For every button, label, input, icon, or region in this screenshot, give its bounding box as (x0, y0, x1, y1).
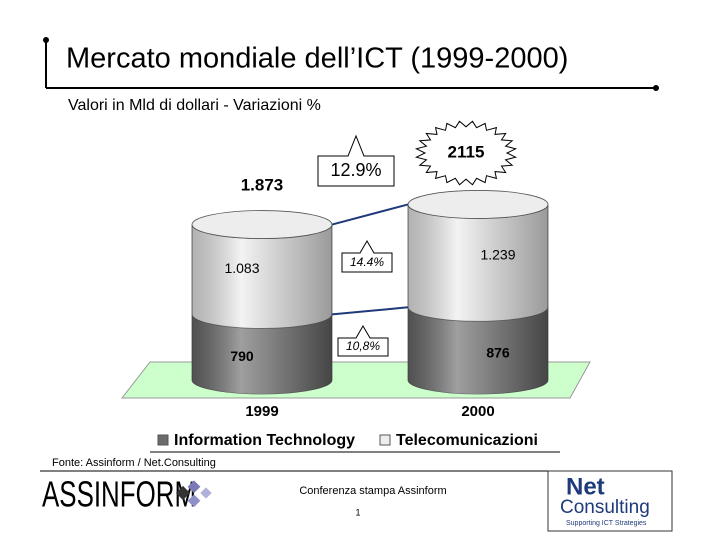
chart: 1999 790 1.083 2000 876 1.239 1.873 2115 12.9% 14… (120, 120, 591, 453)
bar-shading (192, 314, 332, 394)
value-label: 1.083 (224, 260, 259, 276)
title-dot (43, 37, 49, 43)
logo-right-box (547, 470, 673, 532)
page-number: 1 (355, 507, 360, 517)
chart-title: Mercato mondiale dell’ICT (1999-2000) (66, 43, 568, 75)
chart-subtitle: Valori in Mld di dollari - Variazioni % (68, 97, 321, 114)
value-label: 790 (230, 348, 254, 364)
growth-label: 10,8% (346, 339, 380, 353)
legend-label: Information Technology (174, 432, 355, 449)
footer-text: Conferenza stampa Assinform (299, 485, 446, 497)
growth-box (341, 240, 393, 273)
logo-dots (175, 480, 212, 508)
bar-shading (408, 204, 548, 322)
growth-label: 12.9% (330, 160, 381, 180)
logo-tagline: Supporting ICT Strategies (566, 520, 647, 527)
value-label: 1.239 (480, 247, 515, 263)
total-label: 1.873 (241, 175, 284, 194)
growth-box (317, 134, 395, 187)
x-tick-label: 2000 (461, 403, 494, 420)
source: Fonte: Assinform / Net.Consulting (52, 457, 216, 469)
bar-shading (408, 307, 548, 394)
legend-swatch (379, 434, 391, 446)
legend-swatch (157, 434, 169, 446)
value-label: 876 (486, 344, 510, 360)
starburst (414, 120, 518, 186)
bar-top (407, 190, 549, 219)
growth-label: 14.4% (350, 255, 384, 269)
logo-consulting: Consulting (560, 497, 650, 518)
x-tick-label: 1999 (245, 403, 278, 420)
bar-shading (192, 224, 332, 329)
logo-net: Net (566, 473, 605, 500)
total-label: 2115 (448, 142, 485, 161)
connector (331, 306, 409, 316)
legend-label: Telecomunicazioni (396, 432, 538, 449)
logo-left: ASSINFORM (42, 474, 196, 514)
title-dot (653, 85, 659, 91)
growth-box (337, 325, 389, 357)
bar-top (191, 210, 333, 239)
connector (331, 203, 409, 226)
